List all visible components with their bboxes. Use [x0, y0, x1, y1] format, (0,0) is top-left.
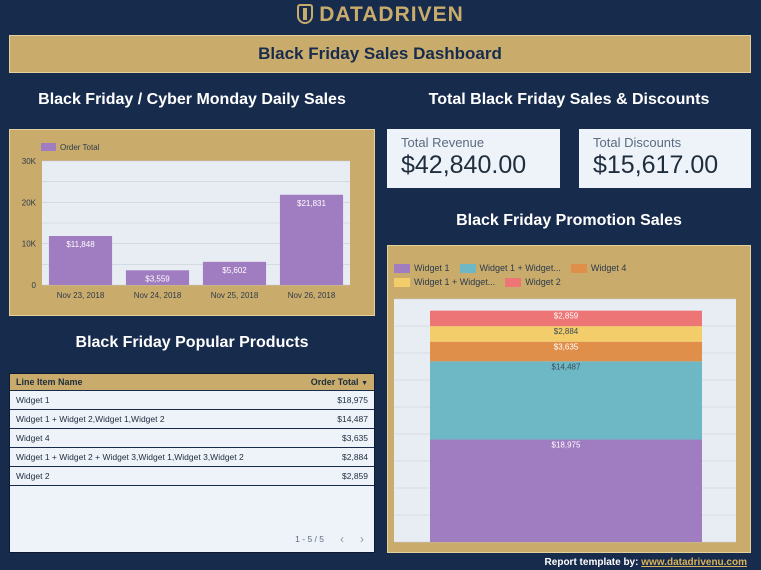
line-item-name: Widget 4	[16, 433, 50, 443]
daily-legend-swatch	[41, 143, 56, 151]
totals-title: Total Black Friday Sales & Discounts	[428, 91, 710, 108]
promo-stacked-chart: $18,975 $14,487 $3,635 $2,884 $2,859	[394, 298, 736, 543]
promo-chart-panel: Widget 1 Widget 1 + Widget... Widget 4 Widg…	[387, 245, 751, 553]
table-body: Widget 1 $18,975 Widget 1 + Widget 2,Widge…	[10, 391, 374, 486]
popular-products-table: Line Item Name Order Total ▼ Widget 1 $18…	[9, 373, 375, 553]
products-title: Black Friday Popular Products	[75, 334, 309, 351]
order-total-value: $14,487	[337, 414, 368, 424]
promo-legend-label: Widget 1 + Widget...	[414, 277, 496, 287]
promo-segment-label: $14,487	[552, 362, 581, 371]
table-row[interactable]: Widget 1 $18,975	[10, 391, 374, 410]
promo-stack-segment[interactable]	[430, 361, 702, 440]
dashboard-title: Black Friday Sales Dashboard	[258, 44, 502, 63]
revenue-label: Total Revenue	[401, 135, 485, 150]
brand-logo: DATADRIVEN	[0, 3, 761, 27]
line-item-name: Widget 1 + Widget 2,Widget 1,Widget 2	[16, 414, 165, 424]
order-total-value: $2,884	[342, 452, 368, 462]
daily-bar-label: $21,831	[297, 199, 326, 208]
daily-x-tick-label: Nov 24, 2018	[134, 291, 182, 300]
daily-bar[interactable]	[202, 261, 267, 285]
promo-legend-item[interactable]: Widget 2	[505, 277, 561, 287]
daily-x-tick-label: Nov 25, 2018	[211, 291, 259, 300]
daily-bar-label: $5,602	[222, 266, 247, 275]
table-pager: 1 - 5 / 5 ‹ ›	[295, 532, 364, 546]
promo-legend-item[interactable]: Widget 1	[394, 263, 450, 273]
next-page-icon[interactable]: ›	[360, 532, 364, 546]
footer-credit: Report template by: www.datadrivenu.com	[545, 557, 747, 568]
order-total-value: $18,975	[337, 395, 368, 405]
promo-stack-segment[interactable]	[430, 439, 702, 542]
daily-legend-label: Order Total	[60, 143, 100, 152]
promo-legend-item[interactable]: Widget 1 + Widget...	[459, 263, 561, 273]
promo-legend-item[interactable]: Widget 4	[570, 263, 627, 273]
promo-legend-label: Widget 4	[590, 263, 627, 273]
line-item-name: Widget 2	[16, 471, 50, 481]
promo-segment-label: $3,635	[554, 343, 579, 352]
table-row[interactable]: Widget 2 $2,859	[10, 467, 374, 486]
daily-sales-chart-panel: Order Total 0 10K 20K 30K $11,848 Nov 23, 20…	[9, 129, 375, 316]
table-row[interactable]: Widget 1 + Widget 2,Widget 1,Widget 2 $14…	[10, 410, 374, 429]
dashboard-banner: Black Friday Sales Dashboard	[9, 35, 751, 73]
col-line-item-name[interactable]: Line Item Name	[16, 377, 83, 387]
daily-y-tick-label: 30K	[22, 157, 37, 166]
promo-legend-swatch	[459, 263, 476, 273]
promo-title: Black Friday Promotion Sales	[456, 212, 682, 229]
total-discounts-card: Total Discounts $15,617.00	[579, 129, 751, 188]
revenue-value: $42,840.00	[401, 151, 527, 179]
promo-legend-swatch	[394, 263, 410, 273]
prev-page-icon[interactable]: ‹	[340, 532, 344, 546]
daily-sales-chart: Order Total 0 10K 20K 30K $11,848 Nov 23, 20…	[22, 143, 350, 300]
promo-legend: Widget 1 Widget 1 + Widget... Widget 4 Widg…	[394, 263, 744, 291]
daily-bar[interactable]	[279, 194, 344, 285]
footer-link[interactable]: www.datadrivenu.com	[641, 557, 747, 568]
promo-segment-label: $2,884	[554, 327, 579, 336]
daily-y-tick-label: 10K	[22, 240, 37, 249]
promo-stack-segment[interactable]	[430, 310, 702, 327]
daily-sales-title: Black Friday / Cyber Monday Daily Sales	[38, 91, 346, 108]
daily-x-tick-label: Nov 26, 2018	[288, 291, 336, 300]
daily-y-tick-label: 20K	[22, 198, 37, 207]
promo-legend-label: Widget 1	[414, 263, 450, 273]
table-row[interactable]: Widget 4 $3,635	[10, 429, 374, 448]
promo-legend-swatch	[394, 277, 410, 287]
col-order-total[interactable]: Order Total ▼	[311, 377, 368, 387]
order-total-value: $2,859	[342, 471, 368, 481]
torch-logo-icon	[297, 4, 314, 24]
daily-x-tick-label: Nov 23, 2018	[57, 291, 105, 300]
discounts-label: Total Discounts	[593, 135, 682, 150]
footer-prefix: Report template by:	[544, 557, 642, 568]
pagination-text: 1 - 5 / 5	[295, 534, 324, 544]
daily-bar-label: $11,848	[66, 240, 95, 249]
promo-segment-label: $2,859	[554, 312, 579, 321]
promo-stack-segment[interactable]	[430, 341, 702, 362]
line-item-name: Widget 1 + Widget 2 + Widget 3,Widget 1,…	[16, 452, 244, 462]
total-revenue-card: Total Revenue $42,840.00	[387, 129, 560, 188]
table-row[interactable]: Widget 1 + Widget 2 + Widget 3,Widget 1,…	[10, 448, 374, 467]
promo-legend-swatch	[570, 263, 587, 273]
promo-stack-segment[interactable]	[430, 326, 702, 342]
table-header: Line Item Name Order Total ▼	[10, 374, 374, 391]
daily-bar[interactable]	[125, 270, 190, 285]
promo-legend-item[interactable]: Widget 1 + Widget...	[394, 277, 495, 287]
promo-legend-label: Widget 2	[525, 277, 561, 287]
promo-legend-label: Widget 1 + Widget...	[479, 263, 561, 273]
daily-y-tick-label: 0	[32, 281, 37, 290]
discounts-value: $15,617.00	[593, 151, 719, 179]
daily-bar[interactable]	[48, 236, 113, 285]
logo-text: DATADRIVEN	[319, 3, 464, 26]
promo-segment-label: $18,975	[552, 441, 581, 450]
sort-desc-icon: ▼	[361, 380, 368, 387]
col-order-total-label: Order Total	[310, 377, 359, 387]
daily-bar-label: $3,559	[145, 274, 170, 283]
order-total-value: $3,635	[342, 433, 368, 443]
line-item-name: Widget 1	[16, 395, 50, 405]
promo-legend-swatch	[505, 277, 522, 287]
